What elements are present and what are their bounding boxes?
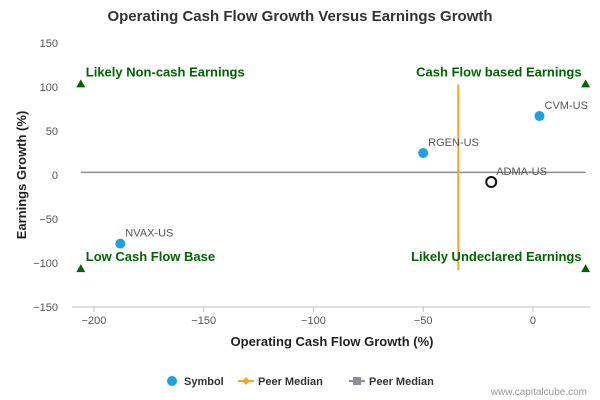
- x-tick-label: 0: [530, 315, 536, 327]
- x-tick-label: −200: [82, 315, 107, 327]
- x-tick-label: −50: [414, 315, 433, 327]
- quadrant-label: Cash Flow based Earnings: [416, 64, 581, 79]
- point-label: ADMA-US: [496, 166, 547, 178]
- y-tick-label: −100: [33, 258, 58, 270]
- credit-text: www.capitalcube.com: [490, 387, 587, 398]
- plot-area: −200 −150 −100 −50 0 150 100 50 0 −50 −100 −150 Like…: [33, 38, 591, 327]
- legend-diamond-marker: [242, 377, 250, 385]
- legend: Symbol Peer Median Peer Median: [167, 376, 434, 388]
- quadrant-label: Likely Undeclared Earnings: [411, 249, 582, 264]
- data-point: [418, 148, 429, 158]
- highlight-point: [485, 176, 498, 189]
- legend-square-marker: [353, 377, 361, 385]
- legend-label: Peer Median: [369, 376, 434, 388]
- quadrant-marker: [76, 264, 86, 273]
- data-point: [115, 238, 126, 249]
- x-tick-label: −100: [301, 315, 326, 327]
- point-label: CVM-US: [545, 100, 588, 112]
- legend-label: Symbol: [184, 376, 224, 388]
- y-tick-label: −150: [33, 302, 58, 314]
- x-tick-label: −150: [191, 315, 216, 327]
- y-tick-label: 0: [52, 170, 58, 182]
- quadrant-label: Low Cash Flow Base: [86, 249, 215, 264]
- legend-label: Peer Median: [258, 376, 323, 388]
- chart-title: Operating Cash Flow Growth Versus Earnin…: [107, 8, 492, 25]
- quadrant-marker: [581, 79, 591, 88]
- y-tick-label: 50: [46, 126, 58, 138]
- y-tick-label: 150: [40, 38, 58, 50]
- quadrant-marker: [581, 264, 591, 273]
- y-tick-label: 100: [40, 82, 58, 94]
- point-label: NVAX-US: [125, 228, 173, 240]
- legend-symbol-marker: [167, 376, 177, 386]
- y-axis-label: Earnings Growth (%): [14, 111, 29, 240]
- data-point: [534, 111, 545, 122]
- quadrant-marker: [76, 79, 86, 88]
- point-label: RGEN-US: [428, 137, 479, 149]
- x-axis-label: Operating Cash Flow Growth (%): [231, 334, 434, 349]
- y-tick-label: −50: [39, 214, 58, 226]
- quadrant-label: Likely Non-cash Earnings: [86, 64, 245, 79]
